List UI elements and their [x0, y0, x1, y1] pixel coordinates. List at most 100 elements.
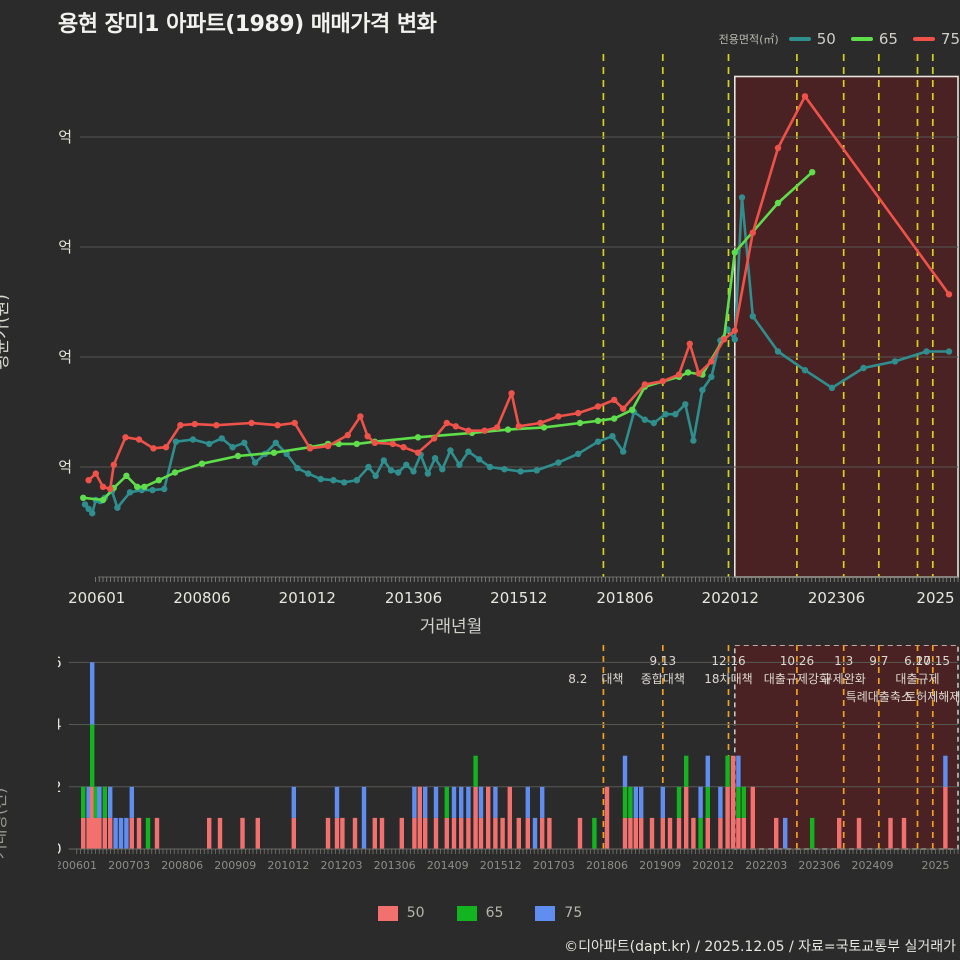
- data-point: [410, 468, 417, 475]
- data-point: [171, 469, 179, 476]
- data-point: [611, 396, 618, 404]
- bar-highlight-region: [734, 645, 958, 849]
- bar-segment: [118, 817, 124, 849]
- price-line-chart: 1억 2억 3억 4억 200601 200806 201012 201306 201512 20…: [58, 52, 960, 607]
- data-point: [575, 409, 582, 417]
- bar-segment: [93, 786, 98, 818]
- annotation-label-1: 9.13: [649, 654, 676, 668]
- series-65: [80, 169, 816, 504]
- data-point: [774, 144, 782, 152]
- data-point: [439, 466, 446, 473]
- x-tick-label: 201012: [279, 589, 336, 607]
- bar-segment: [417, 786, 422, 849]
- bar-y-tick-label: 4: [58, 716, 62, 734]
- top-legend-item-65[interactable]: 65: [850, 30, 898, 48]
- data-point: [248, 419, 255, 427]
- data-point: [344, 431, 351, 439]
- data-point: [371, 439, 378, 446]
- bar-segment: [718, 817, 723, 849]
- bar-x-tick-label: 201703: [533, 859, 575, 872]
- data-point: [206, 440, 213, 448]
- data-point: [241, 439, 248, 446]
- annotation-label-5: 9.7: [869, 654, 888, 668]
- bottom-legend-item-75[interactable]: 75: [535, 905, 582, 921]
- bar-segment: [97, 786, 102, 818]
- bar-x-tick-label: 200601: [58, 859, 97, 872]
- data-point: [672, 411, 679, 418]
- x-tick-label: 200806: [173, 589, 230, 607]
- data-point: [213, 422, 220, 429]
- bar-segment: [676, 786, 682, 818]
- annotation-sub-4: 규제완화: [822, 672, 866, 686]
- bar-segment: [718, 786, 723, 818]
- annotation-sub-3: 대출규제강화: [764, 672, 830, 686]
- bar-segment: [124, 817, 129, 849]
- data-point: [431, 435, 438, 442]
- bottom-legend-item-50[interactable]: 50: [377, 905, 425, 921]
- data-point: [81, 501, 89, 508]
- data-point: [135, 436, 143, 443]
- bar-segment: [97, 817, 102, 849]
- bar-segment: [444, 786, 449, 818]
- data-point: [365, 463, 372, 471]
- bar-segment: [622, 786, 628, 818]
- bar-segment: [108, 817, 113, 849]
- data-point: [274, 422, 281, 429]
- bar-x-tick-label: 202409: [852, 859, 894, 872]
- bottom-legend-item-65[interactable]: 65: [456, 905, 503, 921]
- data-point: [494, 424, 501, 431]
- data-point: [731, 327, 738, 334]
- top-legend-item-50[interactable]: 50: [788, 30, 836, 48]
- bar-segment: [660, 817, 665, 849]
- data-point: [695, 370, 702, 377]
- x-tick-label: 201306: [385, 589, 442, 607]
- y-tick-label: 2억: [58, 348, 72, 366]
- y-tick-label: 1억: [58, 458, 72, 476]
- bottom-legend-swatch-75: [535, 905, 556, 921]
- data-point: [731, 336, 738, 343]
- legend-swatch-50: [788, 37, 811, 41]
- data-point: [594, 417, 602, 424]
- data-point: [731, 249, 738, 256]
- bar-segment: [660, 786, 665, 818]
- data-point: [486, 463, 494, 471]
- data-point: [594, 403, 602, 410]
- data-point: [447, 447, 454, 454]
- bar-segment: [592, 817, 597, 849]
- bar-segment: [423, 786, 428, 818]
- bar-segment: [154, 817, 160, 849]
- bar-segment: [856, 817, 862, 849]
- bar-segment: [361, 786, 367, 849]
- data-point: [945, 291, 953, 298]
- bar-segment: [340, 817, 345, 849]
- bar-segment: [129, 817, 134, 849]
- data-point: [134, 483, 141, 490]
- bar-segment: [102, 817, 107, 849]
- bar-segment: [466, 817, 471, 849]
- footer-credit: ©디아파트(dapt.kr) / 2025.12.05 / 자료=국토교통부 실…: [564, 939, 956, 955]
- bar-x-tick-label: 201306: [374, 859, 416, 872]
- data-point: [380, 457, 387, 464]
- bar-segment: [525, 817, 530, 849]
- data-point: [99, 483, 107, 490]
- bar-segment: [493, 817, 498, 849]
- bar-x-tick-label: 201512: [480, 859, 522, 872]
- data-point: [508, 390, 515, 397]
- data-point: [476, 456, 483, 463]
- data-point: [141, 483, 148, 490]
- bar-segment: [81, 817, 86, 849]
- bar-segment: [240, 817, 245, 849]
- bar-segment: [725, 786, 730, 849]
- bar-segment: [493, 786, 498, 818]
- x-tick-label: 201512: [490, 589, 547, 607]
- bar-segment: [86, 786, 91, 818]
- data-point: [80, 494, 87, 501]
- top-legend: 전용면적(㎡) 50 65 75: [719, 30, 960, 48]
- bar-segment: [145, 817, 151, 849]
- top-legend-item-75[interactable]: 75: [912, 30, 960, 48]
- data-point: [162, 444, 170, 451]
- bar-segment: [705, 786, 710, 818]
- data-point: [149, 486, 156, 494]
- top-legend-label-50: 50: [816, 30, 836, 48]
